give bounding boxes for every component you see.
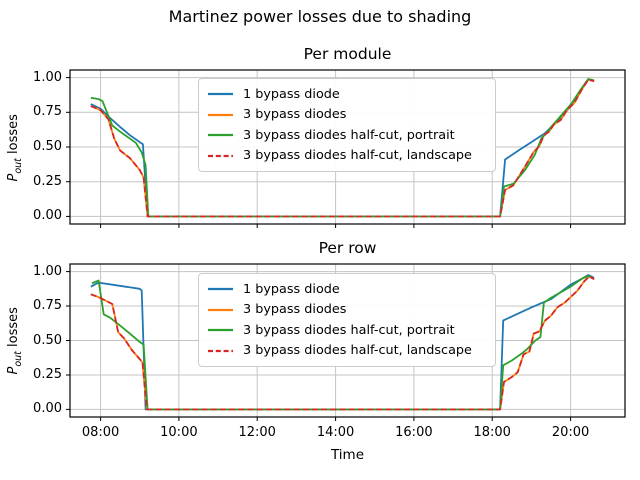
legend-item: 3 bypass diodes half-cut, portrait [205, 125, 487, 146]
y-tick-label: 1.00 [33, 69, 62, 85]
series-line-3-bypass-diodes-half-cut-portrait [90, 78, 595, 218]
x-tick-label: 08:00 [81, 425, 120, 440]
y-tick-label: 0.00 [33, 401, 62, 417]
legend-line-sample [208, 134, 233, 137]
y-tick-label: 0.75 [33, 104, 62, 120]
figure-title: Martinez power losses due to shading [168, 7, 472, 26]
x-tick-label: 18:00 [473, 425, 511, 440]
series-line-3-bypass-diodes-half-cut-portrait [91, 275, 594, 411]
subplot-title-per-module: Per module [303, 45, 392, 63]
legend-line-sample [208, 93, 233, 96]
legend-line-sample [208, 288, 233, 291]
y-tick-label: 0.25 [33, 173, 62, 189]
y-tick-label: 0.50 [33, 139, 62, 154]
legend-line-sample [208, 308, 233, 311]
legend-label: 1 bypass diode [243, 281, 340, 297]
legend-label: 3 bypass diodes [243, 302, 347, 318]
y-tick-label: 0.25 [33, 366, 62, 382]
series-line-3-bypass-diodes-half-cut-landscape [90, 275, 595, 411]
legend-label: 3 bypass diodes [243, 107, 347, 123]
legend-line-sample [208, 329, 233, 332]
legend-label: 1 bypass diode [243, 86, 340, 102]
legend-per-module: 1 bypass diode 3 bypass diodes 3 bypass di… [198, 78, 496, 172]
legend-line-sample [208, 154, 233, 157]
legend-item: 1 bypass diode [205, 279, 487, 300]
y-tick-label: 0.50 [33, 332, 62, 348]
legend-item: 3 bypass diodes half-cut, landscape [205, 341, 487, 362]
y-tick-label: 1.00 [33, 263, 62, 279]
legend-line-sample [208, 113, 233, 116]
legend-item: 3 bypass diodes [205, 105, 487, 126]
subplot-title-per-row: Per row [318, 239, 377, 257]
x-tick-label: 14:00 [316, 425, 355, 440]
legend-label: 3 bypass diodes half-cut, landscape [243, 343, 472, 359]
legend-per-row: 1 bypass diode 3 bypass diodes 3 bypass di… [198, 273, 496, 367]
legend-line-sample [208, 349, 233, 352]
x-axis-label: Time [330, 447, 365, 463]
legend-label: 3 bypass diodes half-cut, portrait [243, 127, 455, 143]
legend-label: 3 bypass diodes half-cut, portrait [243, 322, 455, 338]
legend-item: 3 bypass diodes half-cut, landscape [205, 146, 487, 167]
y-tick-label: 0.75 [33, 298, 62, 314]
x-tick-label: 16:00 [395, 425, 433, 440]
x-tick-label: 20:00 [551, 425, 590, 440]
legend-item: 3 bypass diodes [205, 300, 487, 321]
legend-item: 3 bypass diodes half-cut, portrait [205, 320, 487, 341]
y-tick-label: 0.00 [33, 208, 62, 224]
x-tick-label: 10:00 [160, 425, 198, 440]
legend-label: 3 bypass diodes half-cut, landscape [243, 148, 472, 164]
x-tick-label: 12:00 [238, 425, 276, 440]
legend-item: 1 bypass diode [205, 84, 487, 105]
